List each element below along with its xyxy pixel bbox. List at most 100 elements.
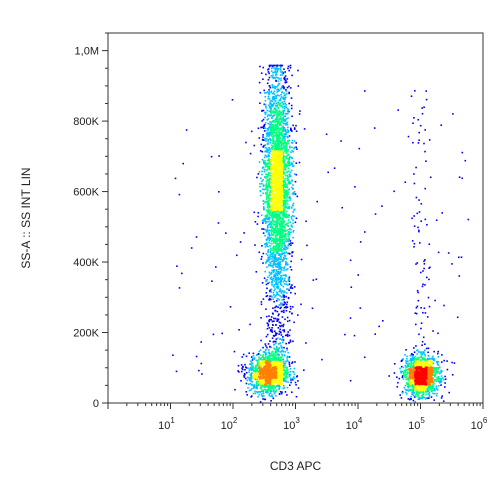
event-point — [280, 245, 283, 247]
event-point — [287, 189, 289, 191]
event-point — [257, 212, 260, 214]
event-point — [415, 392, 418, 394]
event-point — [270, 124, 273, 127]
event-point — [442, 377, 444, 379]
event-point — [266, 190, 269, 193]
event-point — [406, 393, 408, 395]
event-point — [272, 237, 274, 239]
event-point — [420, 387, 422, 389]
event-point — [262, 355, 264, 357]
event-point — [280, 169, 282, 171]
event-point — [258, 356, 260, 358]
event-point — [285, 196, 288, 199]
event-point — [272, 386, 274, 389]
event-point — [275, 351, 278, 354]
event-point — [421, 362, 424, 365]
event-point — [267, 245, 269, 248]
event-point — [285, 79, 287, 82]
event-point — [261, 361, 264, 363]
event-point — [288, 334, 291, 337]
event-point — [268, 146, 270, 149]
event-point — [274, 151, 276, 154]
event-point — [284, 351, 287, 353]
event-point — [275, 273, 278, 275]
event-point — [267, 217, 269, 220]
event-point — [429, 383, 432, 386]
event-point — [285, 81, 288, 83]
event-point — [261, 394, 263, 397]
event-point — [275, 334, 277, 336]
event-point — [272, 365, 274, 367]
event-point — [437, 379, 440, 381]
event-point — [281, 134, 284, 136]
event-point — [267, 209, 270, 211]
event-point — [286, 123, 288, 125]
event-point — [267, 388, 270, 391]
event-point — [285, 370, 287, 373]
event-point — [270, 165, 273, 168]
event-point — [262, 179, 264, 181]
event-point — [263, 388, 266, 391]
event-point — [276, 137, 278, 139]
event-point — [280, 147, 283, 149]
event-point — [282, 125, 284, 127]
event-point — [253, 372, 256, 374]
event-point — [278, 354, 280, 357]
event-point — [274, 351, 276, 353]
event-point — [278, 189, 280, 191]
event-point — [279, 98, 282, 101]
event-point — [257, 362, 260, 365]
event-point — [286, 206, 288, 208]
event-point — [265, 181, 268, 183]
event-point — [374, 213, 377, 215]
event-point — [274, 168, 277, 170]
event-point — [264, 122, 267, 124]
event-point — [286, 316, 289, 319]
event-point — [261, 170, 263, 173]
event-point — [273, 286, 275, 288]
event-point — [285, 199, 288, 201]
event-point — [418, 131, 420, 134]
event-point — [436, 378, 439, 380]
event-point — [259, 102, 261, 104]
event-point — [289, 66, 292, 69]
event-point — [272, 205, 274, 207]
event-point — [264, 215, 267, 218]
event-point — [287, 177, 289, 179]
event-point — [281, 217, 284, 219]
event-point — [280, 189, 283, 192]
event-point — [272, 353, 274, 355]
event-point — [406, 364, 409, 367]
event-point — [270, 208, 272, 210]
event-point — [285, 90, 288, 92]
scatter-points — [172, 64, 470, 403]
event-point — [270, 295, 273, 297]
event-point — [238, 329, 240, 331]
event-point — [273, 364, 276, 367]
event-point — [268, 152, 271, 154]
event-point — [260, 126, 262, 129]
event-point — [271, 260, 273, 263]
event-point — [295, 162, 298, 164]
event-point — [281, 372, 283, 374]
event-point — [415, 363, 418, 365]
event-point — [325, 133, 328, 136]
event-point — [265, 245, 268, 247]
event-point — [289, 384, 291, 386]
event-point — [248, 369, 251, 371]
event-point — [276, 185, 278, 187]
event-point — [265, 279, 267, 281]
event-point — [275, 269, 278, 271]
event-point — [282, 157, 285, 159]
event-point — [283, 68, 285, 70]
event-point — [283, 266, 286, 268]
event-point — [341, 206, 343, 209]
event-point — [267, 200, 269, 202]
event-point — [282, 111, 284, 114]
event-point — [267, 129, 269, 132]
event-point — [267, 155, 270, 158]
event-point — [292, 222, 294, 225]
event-point — [288, 207, 291, 210]
event-point — [275, 192, 277, 195]
event-point — [269, 141, 272, 144]
